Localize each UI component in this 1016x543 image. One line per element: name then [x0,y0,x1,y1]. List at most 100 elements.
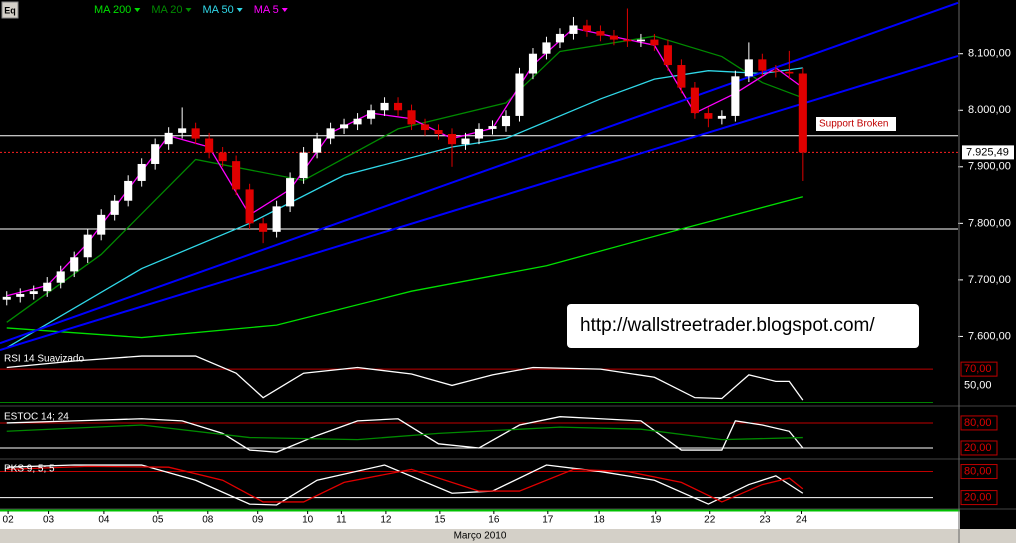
candle-body [97,214,106,235]
candle-body [798,73,807,153]
tick-box [960,490,998,506]
x-tick-label: 23 [759,515,771,526]
y-tick-label: 7.900,00 [968,161,1011,173]
x-axis-label: Março 2010 [454,531,507,542]
candle-body [164,132,173,145]
y-tick-label: 20,00 [964,491,992,503]
watermark: http://wallstreetrader.blogspot.com/ [580,315,875,336]
x-tick-label: 16 [488,515,500,526]
candle-body [758,59,767,71]
candle-body [353,118,362,125]
x-tick-label: 15 [434,515,446,526]
candle-body [744,59,753,77]
x-tick-label: 03 [43,515,55,526]
tick-box [960,464,998,480]
candle-body [731,76,740,116]
x-tick-label: 24 [796,515,808,526]
x-tick-label: 12 [380,515,392,526]
candle-body [205,138,214,153]
candle-body [569,25,578,34]
candle-body [83,234,92,258]
legend-arrow [185,8,192,12]
last-price-label: 7.925,49 [966,146,1009,158]
legend-entry: MA 20 [151,4,182,16]
x-tick-label: 19 [650,515,662,526]
candle-body [326,128,335,139]
y-tick-label: 80,00 [964,465,992,477]
candle-body [137,163,146,181]
candle-body [771,70,780,72]
x-tick-label: 02 [3,515,15,526]
x-tick-label: 22 [704,515,716,526]
candle-body [56,271,65,283]
panel-title: ESTOC 14; 24 [4,412,69,423]
candle-body [218,152,227,162]
ma-line [6,196,803,339]
ma-line [6,67,803,349]
legend-arrow [281,8,288,12]
legend-entry: MA 5 [254,4,279,16]
y-tick-label: 7.800,00 [968,217,1011,229]
candle-body [340,124,349,129]
x-tick-label: 10 [302,515,314,526]
candle-body [596,31,605,36]
candle-body [313,138,322,153]
indicator-line [6,355,804,401]
x-tick-label: 08 [202,515,214,526]
x-tick-label: 11 [336,515,347,526]
legend-entry: MA 50 [203,4,234,16]
candle-body [29,291,38,295]
indicator-line [6,416,804,453]
candle-body [474,128,484,139]
candle-body [124,180,133,201]
candle-body [555,33,565,43]
candle-body [677,65,686,88]
candle-body [447,134,457,145]
tick-box [960,440,998,456]
y-tick-label: 7.700,00 [968,274,1011,286]
candle-body [407,110,416,125]
icon-box[interactable] [1,1,19,19]
tick-box [960,361,998,377]
candle-body [501,115,511,127]
legend-arrow [134,8,141,12]
candle-body [650,39,659,46]
y-tick-label: 70,00 [964,363,992,375]
legend-arrow [236,8,243,12]
ma-line [6,35,804,323]
y-tick-label: 7.600,00 [968,330,1011,342]
annotation: Support Broken [819,119,889,130]
candle-body [232,161,241,190]
candle-body [110,200,119,215]
candle-body [488,126,497,129]
candle-body [515,73,524,116]
legend-entry: MA 200 [94,4,131,16]
panel-title: RSI 14 Suavizado [4,354,84,365]
x-tick-label: 05 [152,515,164,526]
candle-body [636,39,645,42]
candle-body [690,87,699,114]
candle-body [43,282,52,292]
watermark-box [567,304,919,348]
candle-body [245,189,254,224]
annotation-box [816,117,896,131]
candle-body [393,102,403,111]
x-tick-label: 17 [542,515,554,526]
trendline [0,55,959,351]
x-label-strip [0,529,1016,543]
candle-body [2,296,11,300]
y-tick-label: 8.000,00 [968,104,1011,116]
candle-body [704,113,713,119]
candle-body [151,144,160,164]
icon[interactable]: Eq [4,5,16,15]
candle-body [582,25,591,32]
candle-body [178,128,187,133]
last-price-box [962,145,1014,160]
y-tick-label: 8.100,00 [968,48,1011,60]
candle-body [663,45,672,66]
trendline [0,1,959,345]
candle-body [528,53,538,74]
candle-body [785,71,794,74]
